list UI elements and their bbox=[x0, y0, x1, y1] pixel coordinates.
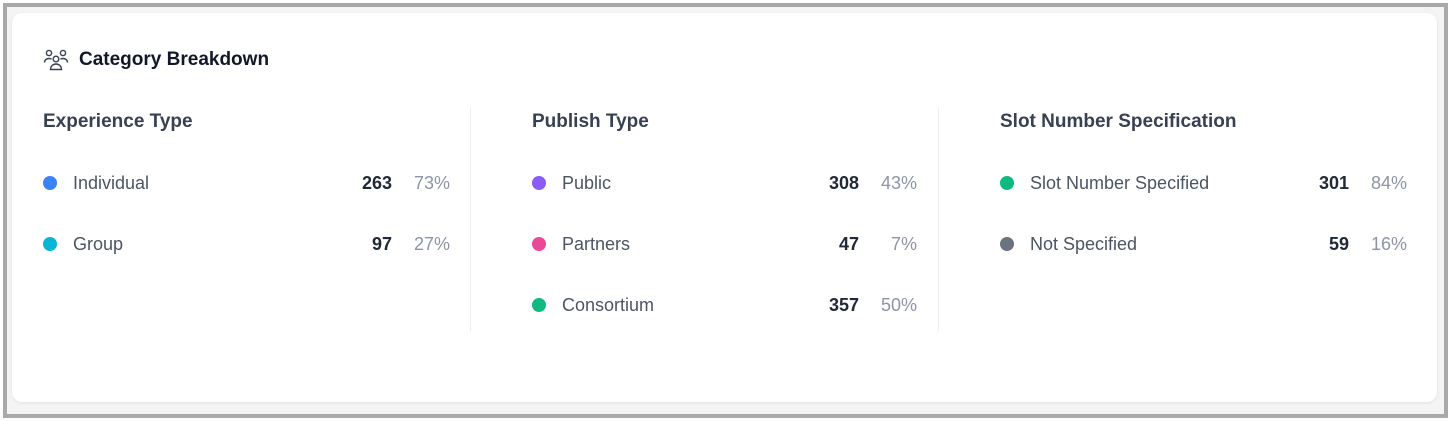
category-percent: 43% bbox=[880, 172, 917, 193]
section-heading: Publish Type bbox=[532, 111, 649, 132]
category-row: Partners 47 7% bbox=[532, 229, 917, 259]
category-count: 301 bbox=[1318, 172, 1349, 193]
category-percent: 27% bbox=[413, 233, 450, 254]
category-count: 47 bbox=[838, 233, 859, 254]
category-count: 59 bbox=[1328, 233, 1349, 254]
section-heading: Experience Type bbox=[43, 111, 193, 132]
category-label: Group bbox=[73, 233, 124, 254]
category-row: Public 308 43% bbox=[532, 168, 917, 198]
category-count: 357 bbox=[828, 294, 859, 315]
section-heading: Slot Number Specification bbox=[1000, 111, 1237, 132]
category-count: 97 bbox=[371, 233, 392, 254]
category-percent: 7% bbox=[890, 233, 917, 254]
category-percent: 73% bbox=[413, 172, 450, 193]
category-row: Individual 263 73% bbox=[43, 168, 450, 198]
category-row: Consortium 357 50% bbox=[532, 290, 917, 320]
card-title: Category Breakdown bbox=[79, 49, 270, 70]
category-label: Individual bbox=[73, 172, 150, 193]
card-header: Category Breakdown bbox=[43, 49, 269, 71]
category-label: Not Specified bbox=[1030, 233, 1138, 254]
category-percent: 50% bbox=[880, 294, 917, 315]
category-label: Partners bbox=[562, 233, 631, 254]
category-row: Slot Number Specified 301 84% bbox=[1000, 168, 1407, 198]
category-breakdown-card: Category Breakdown Experience Type Indivi… bbox=[12, 13, 1437, 402]
section-publish-type: Publish Type Public 308 43% Partners 47 7% Cons… bbox=[532, 107, 917, 331]
color-dot-icon bbox=[43, 176, 57, 190]
column-divider bbox=[470, 107, 471, 331]
category-label: Consortium bbox=[562, 294, 655, 315]
category-count: 263 bbox=[361, 172, 392, 193]
category-percent: 16% bbox=[1370, 233, 1407, 254]
color-dot-icon bbox=[1000, 176, 1014, 190]
category-row: Group 97 27% bbox=[43, 229, 450, 259]
category-row: Not Specified 59 16% bbox=[1000, 229, 1407, 259]
category-label: Public bbox=[562, 172, 612, 193]
users-icon bbox=[43, 49, 69, 71]
color-dot-icon bbox=[1000, 237, 1014, 251]
color-dot-icon bbox=[43, 237, 57, 251]
color-dot-icon bbox=[532, 298, 546, 312]
category-percent: 84% bbox=[1370, 172, 1407, 193]
window-frame: Category Breakdown Experience Type Indivi… bbox=[3, 3, 1448, 418]
category-label: Slot Number Specified bbox=[1030, 172, 1210, 193]
category-count: 308 bbox=[828, 172, 859, 193]
color-dot-icon bbox=[532, 176, 546, 190]
section-slot-number-specification: Slot Number Specification Slot Number Spe… bbox=[1000, 107, 1407, 331]
column-divider bbox=[938, 107, 939, 331]
section-experience-type: Experience Type Individual 263 73% Group 97 27… bbox=[43, 107, 450, 331]
color-dot-icon bbox=[532, 237, 546, 251]
